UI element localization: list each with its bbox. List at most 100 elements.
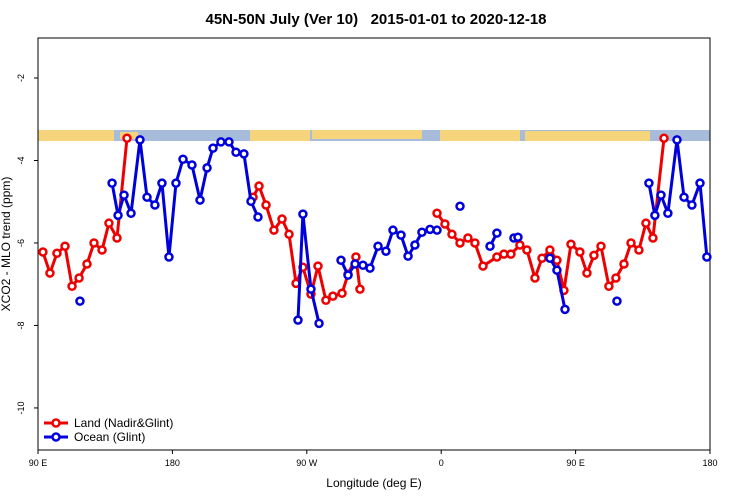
point xyxy=(545,253,555,263)
point xyxy=(702,252,712,262)
y-axis-label: XCO2 - MLO trend (ppm) xyxy=(0,177,13,312)
point xyxy=(254,181,264,191)
point xyxy=(298,209,308,219)
point xyxy=(447,229,457,240)
point xyxy=(634,245,644,255)
point xyxy=(164,252,174,262)
point xyxy=(663,208,673,219)
point xyxy=(178,154,188,164)
point xyxy=(648,233,658,243)
point xyxy=(150,200,160,210)
x-tick-label: 90 E xyxy=(566,458,585,468)
point xyxy=(82,259,92,269)
point xyxy=(157,178,167,188)
point xyxy=(195,195,205,205)
point xyxy=(513,232,523,242)
point xyxy=(440,219,450,229)
point xyxy=(52,248,62,259)
x-tick-label: 90 E xyxy=(29,458,48,468)
point xyxy=(343,270,353,280)
point xyxy=(171,178,181,188)
point xyxy=(97,245,107,255)
y-tick-label: -10 xyxy=(16,401,26,414)
point xyxy=(455,201,465,212)
point xyxy=(373,241,383,252)
y-tick-label: -6 xyxy=(16,239,26,247)
point xyxy=(45,268,55,278)
point xyxy=(672,135,682,145)
legend-label: Ocean (Glint) xyxy=(74,430,145,444)
point xyxy=(202,163,212,173)
point xyxy=(284,229,294,240)
point xyxy=(74,273,84,283)
point xyxy=(515,240,525,250)
legend-marker xyxy=(51,418,61,428)
point xyxy=(612,296,622,306)
point xyxy=(104,218,114,228)
point xyxy=(604,281,614,292)
point xyxy=(619,259,629,269)
legend-box xyxy=(40,412,190,448)
x-tick-label: 90 W xyxy=(296,458,318,468)
point xyxy=(60,241,70,252)
point xyxy=(336,255,346,266)
point xyxy=(530,273,540,283)
point xyxy=(187,160,197,170)
point xyxy=(545,245,555,255)
point xyxy=(626,238,636,248)
point xyxy=(381,246,391,256)
point xyxy=(403,251,413,261)
point xyxy=(314,318,324,329)
y-tick-label: -2 xyxy=(16,74,26,82)
y-tick-label: -4 xyxy=(16,156,26,164)
point xyxy=(216,137,226,147)
point xyxy=(293,315,303,325)
point xyxy=(566,239,576,249)
point xyxy=(107,178,117,188)
point xyxy=(659,133,669,143)
point xyxy=(656,190,666,200)
point xyxy=(650,210,660,221)
point xyxy=(492,228,502,238)
x-tick-label: 180 xyxy=(702,458,717,468)
point xyxy=(113,210,123,221)
point xyxy=(89,238,99,248)
point xyxy=(537,253,547,263)
point xyxy=(575,247,585,257)
point xyxy=(596,241,606,252)
point xyxy=(417,227,427,237)
point xyxy=(119,190,129,200)
point xyxy=(122,133,132,143)
point xyxy=(112,233,122,243)
point xyxy=(224,137,234,147)
legend-marker xyxy=(51,432,61,442)
point xyxy=(432,208,442,219)
point xyxy=(135,135,145,145)
point xyxy=(478,261,488,271)
point xyxy=(506,249,516,259)
point xyxy=(552,265,562,275)
y-tick-label: -8 xyxy=(16,321,26,329)
point xyxy=(277,214,287,224)
point xyxy=(337,288,347,299)
x-axis-label: Longitude (deg E) xyxy=(326,476,421,490)
point xyxy=(611,273,621,283)
series-line xyxy=(110,138,709,324)
point xyxy=(432,225,442,235)
point xyxy=(38,247,48,257)
point xyxy=(485,241,495,252)
point xyxy=(321,295,331,306)
point xyxy=(641,218,651,228)
point xyxy=(522,245,532,255)
point xyxy=(410,240,420,250)
point xyxy=(396,230,406,240)
point xyxy=(126,208,136,219)
plot-frame xyxy=(37,37,711,451)
point xyxy=(231,147,241,157)
point xyxy=(246,196,256,207)
legend-label: Land (Nadir&Glint) xyxy=(74,416,173,430)
point xyxy=(253,212,263,222)
point xyxy=(306,284,316,294)
point xyxy=(388,225,398,235)
